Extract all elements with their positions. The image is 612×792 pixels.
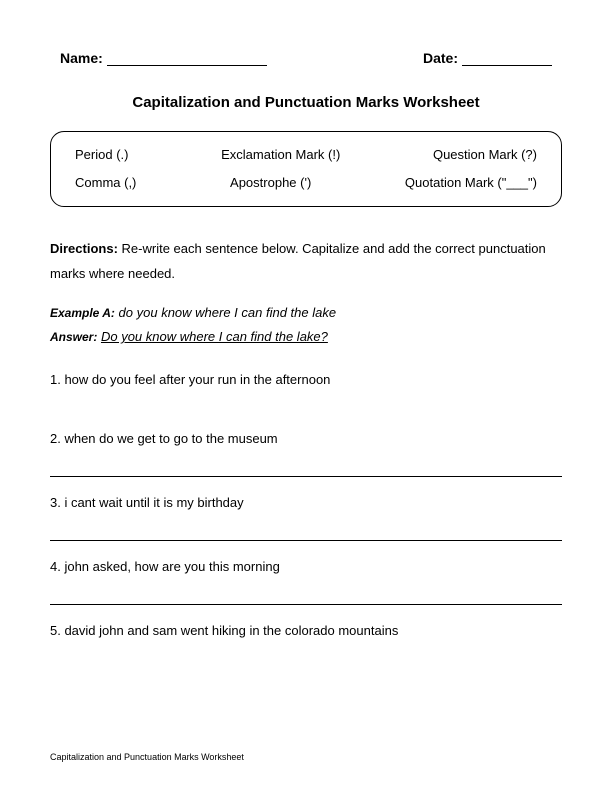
answer-line-4[interactable] xyxy=(50,604,562,605)
question-5: 5. david john and sam went hiking in the… xyxy=(50,623,562,638)
ref-period: Period (.) xyxy=(75,146,128,164)
question-4: 4. john asked, how are you this morning xyxy=(50,559,562,574)
date-input-line[interactable] xyxy=(462,50,552,66)
reference-box: Period (.) Exclamation Mark (!) Question… xyxy=(50,131,562,207)
ref-quotation: Quotation Mark ("___") xyxy=(405,174,537,192)
worksheet-title: Capitalization and Punctuation Marks Wor… xyxy=(50,94,562,111)
questions-list: 1. how do you feel after your run in the… xyxy=(50,372,562,638)
ref-comma: Comma (,) xyxy=(75,174,136,192)
name-label: Name: xyxy=(60,50,103,66)
name-input-line[interactable] xyxy=(107,50,267,66)
ref-question: Question Mark (?) xyxy=(433,146,537,164)
directions-label: Directions: xyxy=(50,241,118,256)
answer-line-2[interactable] xyxy=(50,476,562,477)
example-a-row: Example A: do you know where I can find … xyxy=(50,301,562,326)
answer-text: Do you know where I can find the lake? xyxy=(101,329,328,344)
question-1: 1. how do you feel after your run in the… xyxy=(50,372,562,387)
directions-text: Re-write each sentence below. Capitalize… xyxy=(50,241,546,281)
question-3: 3. i cant wait until it is my birthday xyxy=(50,495,562,510)
date-label: Date: xyxy=(423,50,458,66)
example-a-label: Example A: xyxy=(50,306,115,320)
footer-text: Capitalization and Punctuation Marks Wor… xyxy=(50,752,244,762)
ref-apostrophe: Apostrophe (') xyxy=(230,174,311,192)
directions-block: Directions: Re-write each sentence below… xyxy=(50,237,562,286)
example-a-text: do you know where I can find the lake xyxy=(119,305,337,320)
reference-row-2: Comma (,) Apostrophe (') Quotation Mark … xyxy=(75,174,537,192)
answer-row: Answer: Do you know where I can find the… xyxy=(50,325,562,350)
question-2: 2. when do we get to go to the museum xyxy=(50,431,562,446)
answer-line-3[interactable] xyxy=(50,540,562,541)
header-row: Name: Date: xyxy=(50,50,562,66)
ref-exclamation: Exclamation Mark (!) xyxy=(221,146,340,164)
answer-label: Answer: xyxy=(50,330,97,344)
reference-row-1: Period (.) Exclamation Mark (!) Question… xyxy=(75,146,537,164)
date-field: Date: xyxy=(423,50,552,66)
name-field: Name: xyxy=(60,50,267,66)
example-block: Example A: do you know where I can find … xyxy=(50,301,562,350)
